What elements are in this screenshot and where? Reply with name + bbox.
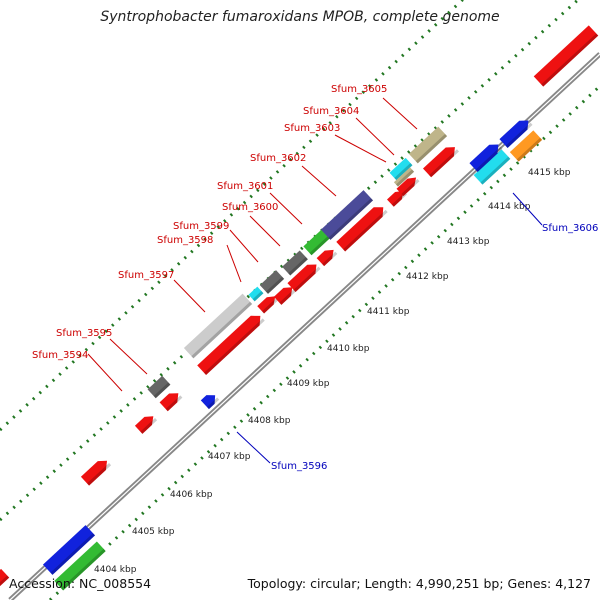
gene-feature-red (287, 264, 321, 292)
label-leader (382, 97, 418, 130)
gene-label: Sfum_3603 (284, 123, 340, 134)
gene-feature-red (316, 249, 338, 267)
gene-feature-red (0, 568, 10, 588)
gene-label: Sfum_3595 (56, 328, 112, 339)
gene-feature-tan (393, 167, 415, 187)
gene-feature-green (303, 228, 331, 256)
gene-feature-grey (147, 375, 171, 399)
gene-feature-blue (469, 144, 503, 172)
kbp-tick-label: 4409 kbp (287, 379, 330, 389)
label-leader (334, 134, 387, 163)
gene-features (0, 25, 599, 591)
topology-summary: Topology: circular; Length: 4,990,251 bp… (247, 576, 591, 591)
gene-feature-red (273, 287, 297, 305)
gene-feature-navy (320, 190, 374, 240)
gene-label: Sfum_3602 (250, 153, 306, 164)
label-leader (87, 353, 123, 392)
gene-label: Sfum_3601 (217, 181, 273, 192)
gene-feature-tan (408, 126, 448, 164)
backbone (8, 52, 600, 600)
gene-feature-blue (200, 395, 220, 410)
gene-feature-red (336, 207, 388, 252)
label-leader (355, 117, 395, 156)
gene-feature-lightgrey (183, 293, 253, 359)
gene-label: Sfum_3606 (542, 223, 598, 234)
gene-feature-blue (499, 120, 533, 148)
gene-label: Sfum_3594 (32, 350, 88, 361)
label-leader (249, 215, 281, 247)
kbp-tick-label: 4405 kbp (132, 527, 175, 537)
gene-feature-red (197, 315, 265, 375)
gene-label: Sfum_3598 (157, 235, 213, 246)
label-leader (229, 229, 259, 263)
kbp-tick-label: 4412 kbp (406, 272, 449, 282)
gene-feature-red (257, 296, 279, 314)
gene-feature-red (134, 416, 158, 434)
kbp-tick-label: 4415 kbp (528, 168, 571, 178)
gene-feature-grey (259, 270, 285, 294)
dotted-guide (48, 84, 600, 600)
gene-label: Sfum_3596 (271, 461, 327, 472)
gene-labels: Sfum_3594 Sfum_3595 Sfum_3597 Sfum_3598 Sfum… (32, 84, 598, 472)
accession-text: Accession: NC_008554 (9, 576, 152, 591)
label-leader (109, 338, 148, 375)
gene-feature-cyan (248, 286, 264, 302)
kbp-tick-label: 4404 kbp (94, 565, 137, 575)
gene-feature-red (80, 460, 112, 486)
label-leader (173, 279, 206, 313)
gene-feature-red (396, 177, 420, 197)
gene-label: Sfum_3600 (222, 202, 278, 213)
gene-feature-red (533, 25, 599, 87)
label-leader (512, 192, 543, 226)
kbp-tick-label: 4406 kbp (170, 490, 213, 500)
label-leader (301, 165, 337, 197)
kbp-tick-label: 4411 kbp (367, 307, 410, 317)
map-title: Syntrophobacter fumaroxidans MPOB, compl… (100, 9, 500, 25)
gene-feature-cyan (473, 149, 511, 185)
gene-label: Sfum_3604 (303, 106, 359, 117)
kbp-tick-label: 4408 kbp (248, 416, 291, 426)
gene-feature-grey (282, 250, 308, 276)
gene-feature-red (159, 393, 183, 412)
gene-feature-orange (509, 130, 543, 162)
gene-feature-red (422, 147, 460, 178)
gene-feature-cyan (389, 157, 413, 181)
dotted-guide (0, 0, 465, 432)
gene-label: Sfum_3599 (173, 221, 229, 232)
label-leader (269, 192, 303, 225)
gene-label: Sfum_3605 (331, 84, 387, 95)
kbp-tick-label: 4413 kbp (447, 237, 490, 247)
label-leader (236, 431, 271, 464)
label-leader (226, 244, 242, 283)
kbp-tick-label: 4407 kbp (208, 452, 251, 462)
kbp-tick-label: 4414 kbp (488, 202, 531, 212)
kbp-ticks: 4404 kbp 4405 kbp 4406 kbp 4407 kbp 4408 kbp… (94, 168, 571, 575)
gene-label: Sfum_3597 (118, 270, 174, 281)
gene-feature-green (54, 541, 106, 591)
gene-feature-blue (42, 525, 96, 575)
kbp-tick-label: 4410 kbp (327, 344, 370, 354)
